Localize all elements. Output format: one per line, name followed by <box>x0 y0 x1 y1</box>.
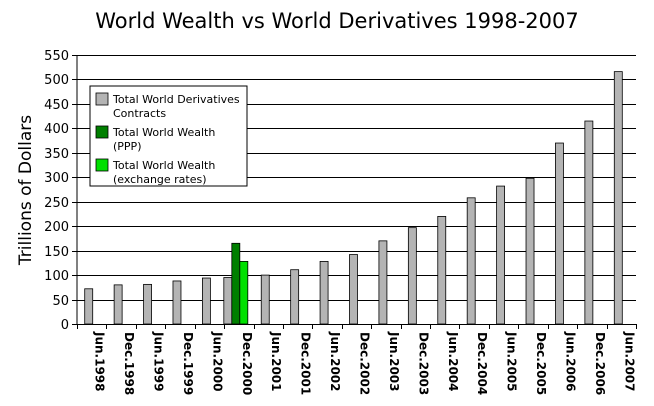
y-tick-label: 450 <box>44 98 69 113</box>
x-tick-label: Dec.2004 <box>475 332 489 395</box>
bar <box>260 274 270 325</box>
legend-swatch <box>95 158 109 172</box>
bar <box>555 142 564 325</box>
bar <box>239 260 249 325</box>
y-tick-label: 400 <box>44 122 69 137</box>
y-tick-label: 350 <box>44 147 69 162</box>
legend-entry-line: Contracts <box>113 107 166 120</box>
x-tick-label: Jun.2004 <box>446 331 460 392</box>
x-tick-label: Dec.2002 <box>358 332 372 395</box>
x-tick-label: Dec.2005 <box>534 332 548 395</box>
bar <box>407 227 417 325</box>
bar <box>378 240 388 325</box>
legend-entry: Total World Derivatives Contracts <box>112 93 240 120</box>
bar <box>613 71 623 325</box>
x-tick-label: Jun.1999 <box>152 331 166 392</box>
y-tick-label: 250 <box>44 196 69 211</box>
bars <box>84 71 623 325</box>
chart-title: World Wealth vs World Derivatives 1998-2… <box>95 9 578 33</box>
x-tick-label: Dec.2000 <box>240 332 254 395</box>
y-tick-label: 150 <box>44 245 69 260</box>
legend-entry-line: Total World Wealth <box>112 159 215 172</box>
bar <box>143 283 152 325</box>
legend-entry-line: Total World Wealth <box>112 126 215 139</box>
bar <box>584 120 594 325</box>
legend-entry: Total World Wealth (PPP) <box>112 126 215 153</box>
bar <box>84 288 94 325</box>
bar <box>223 277 233 325</box>
x-tick-label: Dec.1999 <box>181 332 195 395</box>
bar <box>466 197 476 325</box>
legend-swatch <box>95 125 109 139</box>
x-tick-label: Dec.2006 <box>593 332 607 395</box>
legend-swatch <box>95 92 109 106</box>
x-tick-label: Jun.2000 <box>210 331 224 392</box>
bar <box>349 254 358 325</box>
y-tick-label: 550 <box>44 49 69 64</box>
bar <box>231 242 241 325</box>
bar <box>525 177 535 325</box>
x-tick-label: Dec.1998 <box>122 332 136 395</box>
x-tick-label: Jun.2003 <box>387 331 401 392</box>
x-tick-label: Dec.2003 <box>416 332 430 395</box>
bar <box>319 260 329 325</box>
x-tick-label: Jun.2002 <box>328 331 342 392</box>
bar <box>496 185 506 325</box>
legend-box <box>89 85 248 187</box>
x-ticks: Jun.1998 Dec.1998 Jun.1999 Dec.1999 Jun.2000… <box>77 324 637 395</box>
y-ticks: 0 50 100 150 200 250 300 350 400 450 500 550 <box>44 49 77 333</box>
bar <box>437 215 447 325</box>
legend-entry: Total World Wealth (exchange rates) <box>112 159 215 186</box>
bar <box>290 269 300 325</box>
y-tick-label: 0 <box>61 318 69 333</box>
y-tick-label: 300 <box>44 171 69 186</box>
axes <box>76 55 636 325</box>
y-tick-label: 50 <box>52 294 69 309</box>
x-tick-label: Jun.1998 <box>93 331 107 392</box>
legend-entry-line: (exchange rates) <box>113 173 207 186</box>
x-tick-label: Dec.2001 <box>299 332 313 395</box>
bar <box>172 280 182 325</box>
x-tick-label: Jun.2007 <box>622 331 636 392</box>
y-tick-label: 200 <box>44 220 69 235</box>
x-tick-label: Jun.2006 <box>563 331 577 392</box>
y-tick-label: 500 <box>44 73 69 88</box>
x-tick-label: Jun.2005 <box>505 331 519 392</box>
y-tick-label: 100 <box>44 269 69 284</box>
legend-entry-line: (PPP) <box>113 140 141 153</box>
legend-entry-line: Total World Derivatives <box>112 93 240 106</box>
y-axis-label: Trillions of Dollars <box>16 115 36 266</box>
bar <box>113 284 123 325</box>
x-tick-label: Jun.2001 <box>269 331 283 392</box>
bar <box>201 277 211 325</box>
